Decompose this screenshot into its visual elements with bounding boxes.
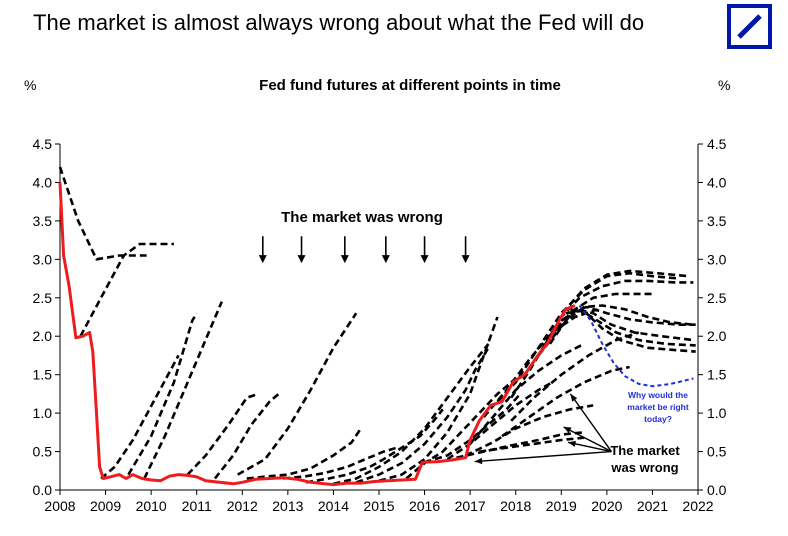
y-tick-label-right: 0.0 — [707, 482, 727, 498]
y-tick-label-right: 4.5 — [707, 136, 727, 152]
futures-curve — [355, 347, 490, 484]
y-tick-label-right: 3.0 — [707, 251, 727, 267]
headline: The market is almost always wrong about … — [33, 10, 645, 35]
x-tick-label: 2013 — [272, 498, 303, 514]
annotation-arrow — [569, 393, 612, 452]
x-tick-label: 2008 — [44, 498, 75, 514]
hypothetical-curve-line — [578, 304, 694, 388]
y-tick-label-left: 4.0 — [33, 174, 53, 190]
futures-curve — [378, 316, 499, 483]
down-arrow-head — [420, 255, 429, 264]
actual-rate-line — [58, 182, 576, 487]
futures-curve — [333, 343, 490, 486]
futures-curve — [456, 431, 585, 459]
futures-curve — [186, 392, 259, 476]
chart-title: Fed fund futures at different points in … — [259, 77, 561, 94]
annotation-arrow-head — [563, 426, 572, 434]
annotation-why-right-2: market be right — [627, 402, 689, 412]
x-tick-label: 2010 — [136, 498, 167, 514]
y-tick-label-left: 0.5 — [33, 444, 53, 460]
futures-curve — [237, 312, 358, 476]
futures-curve — [446, 381, 553, 461]
annotation-arrow — [567, 441, 612, 453]
x-tick-label: 2019 — [546, 498, 577, 514]
annotation-why-right-3: today? — [644, 414, 672, 424]
x-tick-label: 2014 — [318, 498, 349, 514]
y-tick-label-right: 2.5 — [707, 290, 727, 306]
futures-curve — [305, 408, 444, 484]
annotation-arrow — [474, 450, 612, 463]
y-tick-label-left: 3.5 — [33, 213, 53, 229]
y-tick-label-right: 1.5 — [707, 367, 727, 383]
down-arrow-head — [297, 255, 306, 264]
futures-curve — [469, 342, 585, 445]
futures-curve — [560, 308, 694, 342]
down-arrow-head — [461, 255, 470, 264]
y-tick-label-left: 1.5 — [33, 367, 53, 383]
deutsche-bank-logo — [727, 4, 772, 49]
y-tick-label-right: 4.0 — [707, 174, 727, 190]
x-tick-label: 2015 — [363, 498, 394, 514]
y-tick-label-left: 3.0 — [33, 251, 53, 267]
wrong-arrows — [258, 236, 612, 465]
x-tick-label: 2016 — [409, 498, 440, 514]
y-axis-label-right: % — [718, 77, 730, 93]
y-tick-label-right: 2.0 — [707, 328, 727, 344]
futures-curve — [127, 312, 198, 476]
down-arrow-head — [258, 255, 267, 264]
y-tick-label-left: 2.5 — [33, 290, 53, 306]
x-tick-label: 2022 — [682, 498, 713, 514]
y-axis-label-left: % — [24, 77, 36, 93]
y-tick-label-right: 3.5 — [707, 213, 727, 229]
futures-curve — [501, 365, 630, 438]
y-tick-label-right: 1.0 — [707, 405, 727, 421]
x-tick-label: 2020 — [591, 498, 622, 514]
y-tick-label-right: 0.5 — [707, 444, 727, 460]
futures-curve — [143, 301, 223, 480]
down-arrow-head — [340, 255, 349, 264]
futures-curve — [58, 166, 147, 261]
y-tick-label-left: 2.0 — [33, 328, 53, 344]
x-tick-label: 2021 — [637, 498, 668, 514]
futures-curves — [58, 166, 696, 486]
futures-curve — [479, 436, 585, 453]
annotation-why-right-1: Why would the — [628, 390, 688, 400]
y-tick-label-left: 0.0 — [33, 482, 53, 498]
futures-curve — [565, 309, 696, 347]
futures-curve — [548, 304, 694, 345]
futures-curve — [465, 404, 594, 457]
x-tick-label: 2012 — [227, 498, 258, 514]
annotation-arrow-head — [570, 393, 578, 402]
annotation-market-wrong-bottom-2: was wrong — [610, 460, 678, 475]
actual-rate — [58, 182, 576, 487]
down-arrow-head — [381, 255, 390, 264]
futures-curve — [213, 392, 280, 480]
x-tick-label: 2018 — [500, 498, 531, 514]
axes: 0.0 0.0 0.5 0.5 1.0 1.0 1.5 1.5 2.0 2.0 2.5 2.5 3.0 3… — [33, 136, 727, 514]
x-tick-label: 2009 — [90, 498, 121, 514]
annotation-market-wrong-bottom-1: The market — [610, 443, 680, 458]
annotation-arrow — [563, 426, 612, 453]
futures-curve — [100, 354, 180, 480]
futures-curve — [510, 331, 640, 422]
y-tick-label-left: 4.5 — [33, 136, 53, 152]
futures-curve — [537, 292, 653, 357]
futures-curve — [246, 427, 362, 480]
hypothetical-curve — [578, 304, 694, 388]
annotation-market-wrong-top: The market was wrong — [281, 209, 443, 226]
futures-curve — [510, 269, 690, 399]
futures-curve — [424, 393, 522, 464]
futures-curve — [283, 446, 398, 480]
annotation-arrow-head — [474, 457, 483, 465]
futures-curve — [79, 242, 174, 337]
y-tick-label-left: 1.0 — [33, 405, 53, 421]
annotation-arrow-head — [568, 440, 576, 447]
x-tick-label: 2017 — [455, 498, 486, 514]
x-tick-label: 2011 — [182, 498, 212, 514]
